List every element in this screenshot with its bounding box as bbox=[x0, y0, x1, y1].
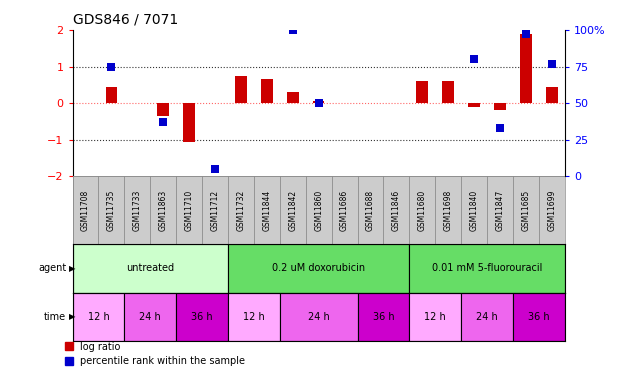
Text: 0.2 uM doxorubicin: 0.2 uM doxorubicin bbox=[272, 263, 365, 273]
Text: GSM11840: GSM11840 bbox=[469, 189, 478, 231]
Bar bbox=[235, 76, 247, 103]
Text: GSM11686: GSM11686 bbox=[340, 189, 349, 231]
Text: GSM11860: GSM11860 bbox=[314, 189, 323, 231]
Bar bbox=[468, 103, 480, 107]
Text: 36 h: 36 h bbox=[191, 312, 213, 322]
Bar bbox=[228, 244, 410, 292]
Bar bbox=[410, 176, 435, 244]
Text: GSM11842: GSM11842 bbox=[288, 189, 297, 231]
Text: GSM11710: GSM11710 bbox=[185, 189, 194, 231]
Text: GSM11712: GSM11712 bbox=[211, 189, 220, 231]
Bar bbox=[202, 176, 228, 244]
Bar bbox=[73, 292, 124, 341]
Bar bbox=[105, 87, 117, 103]
Bar bbox=[358, 292, 410, 341]
Text: 36 h: 36 h bbox=[528, 312, 550, 322]
Text: GSM11698: GSM11698 bbox=[444, 189, 452, 231]
Bar bbox=[150, 176, 176, 244]
Bar bbox=[280, 292, 358, 341]
Bar bbox=[410, 244, 565, 292]
Bar bbox=[228, 176, 254, 244]
Text: ▶: ▶ bbox=[69, 312, 76, 321]
Bar bbox=[513, 292, 565, 341]
Bar bbox=[261, 80, 273, 103]
Bar bbox=[487, 176, 513, 244]
Bar bbox=[176, 292, 228, 341]
Text: GSM11699: GSM11699 bbox=[547, 189, 557, 231]
Bar bbox=[254, 176, 280, 244]
Bar bbox=[157, 103, 169, 116]
Text: ▶: ▶ bbox=[69, 264, 76, 273]
Legend: log ratio, percentile rank within the sample: log ratio, percentile rank within the sa… bbox=[65, 342, 245, 366]
Bar bbox=[305, 176, 332, 244]
Bar bbox=[358, 176, 384, 244]
Bar bbox=[539, 176, 565, 244]
Text: GSM11680: GSM11680 bbox=[418, 189, 427, 231]
Bar bbox=[332, 176, 358, 244]
Text: 12 h: 12 h bbox=[425, 312, 446, 322]
Bar bbox=[124, 292, 176, 341]
Text: 0.01 mM 5-fluorouracil: 0.01 mM 5-fluorouracil bbox=[432, 263, 542, 273]
Text: 12 h: 12 h bbox=[243, 312, 265, 322]
Bar bbox=[73, 176, 98, 244]
Bar bbox=[461, 292, 513, 341]
Text: GSM11735: GSM11735 bbox=[107, 189, 116, 231]
Bar bbox=[176, 176, 202, 244]
Bar bbox=[494, 103, 506, 110]
Text: 12 h: 12 h bbox=[88, 312, 109, 322]
Text: GDS846 / 7071: GDS846 / 7071 bbox=[73, 12, 178, 26]
Bar bbox=[124, 176, 150, 244]
Text: 24 h: 24 h bbox=[139, 312, 161, 322]
Text: GSM11688: GSM11688 bbox=[366, 189, 375, 231]
Text: GSM11863: GSM11863 bbox=[159, 189, 168, 231]
Bar bbox=[461, 176, 487, 244]
Text: agent: agent bbox=[38, 263, 66, 273]
Bar bbox=[416, 81, 428, 103]
Text: GSM11733: GSM11733 bbox=[133, 189, 142, 231]
Text: untreated: untreated bbox=[126, 263, 174, 273]
Bar bbox=[546, 87, 558, 103]
Bar bbox=[98, 176, 124, 244]
Text: GSM11847: GSM11847 bbox=[495, 189, 504, 231]
Text: 24 h: 24 h bbox=[476, 312, 498, 322]
Text: GSM11685: GSM11685 bbox=[521, 189, 531, 231]
Bar bbox=[442, 81, 454, 103]
Text: GSM11708: GSM11708 bbox=[81, 189, 90, 231]
Text: 36 h: 36 h bbox=[372, 312, 394, 322]
Text: GSM11844: GSM11844 bbox=[262, 189, 271, 231]
Bar bbox=[435, 176, 461, 244]
Text: 24 h: 24 h bbox=[308, 312, 329, 322]
Bar bbox=[520, 34, 532, 103]
Text: GSM11732: GSM11732 bbox=[237, 189, 245, 231]
Bar bbox=[384, 176, 410, 244]
Bar bbox=[73, 244, 228, 292]
Bar bbox=[183, 103, 195, 141]
Text: time: time bbox=[44, 312, 66, 322]
Bar bbox=[287, 92, 298, 103]
Bar bbox=[228, 292, 280, 341]
Bar bbox=[280, 176, 305, 244]
Bar bbox=[513, 176, 539, 244]
Bar bbox=[313, 101, 324, 103]
Text: GSM11846: GSM11846 bbox=[392, 189, 401, 231]
Bar bbox=[410, 292, 461, 341]
